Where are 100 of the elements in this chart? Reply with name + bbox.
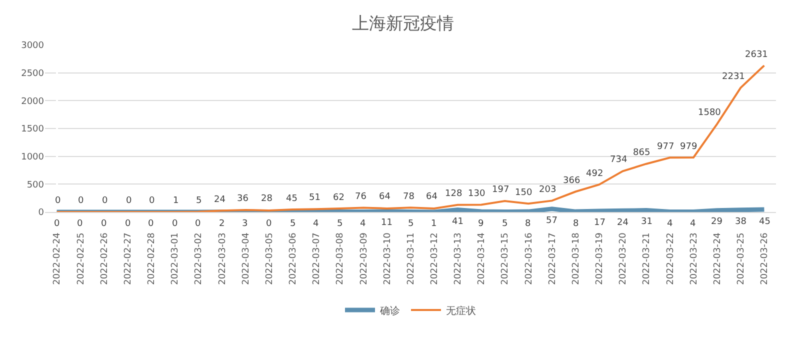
x-tick-label: 2022-02-28 [147, 232, 158, 285]
x-tick-label: 2022-03-15 [500, 232, 511, 285]
data-label: 128 [445, 189, 462, 199]
data-label: 17 [594, 218, 606, 228]
x-tick-label: 2022-03-21 [642, 232, 652, 285]
y-tick-label: 2000 [21, 96, 44, 107]
data-label: 5 [337, 219, 343, 229]
x-tick-label: 2022-03-09 [359, 232, 370, 285]
x-tick-label: 2022-03-24 [712, 232, 723, 285]
x-tick-label: 2022-03-20 [618, 232, 629, 285]
data-label: 62 [333, 193, 344, 203]
data-label: 203 [539, 185, 556, 195]
x-tick-label: 2022-03-12 [430, 232, 440, 285]
x-tick-label: 2022-02-26 [100, 232, 110, 285]
x-tick-label: 2022-03-25 [736, 232, 747, 285]
x-tick-label: 2022-03-19 [595, 232, 606, 285]
x-tick-label: 2022-03-02 [194, 232, 204, 285]
x-tick-label: 2022-02-25 [76, 232, 86, 285]
data-label: 366 [563, 176, 580, 186]
data-label: 57 [546, 216, 558, 226]
data-label: 11 [381, 218, 392, 228]
x-tick-label: 2022-02-24 [52, 232, 63, 285]
data-label: 1 [431, 219, 437, 229]
data-label: 9 [478, 219, 484, 229]
data-label: 5 [502, 219, 508, 229]
data-label: 130 [468, 189, 486, 199]
x-tick-label: 2022-03-16 [524, 232, 534, 285]
y-tick-label: 1000 [21, 152, 44, 162]
data-label: 31 [641, 217, 652, 227]
data-label: 51 [309, 193, 320, 203]
data-label: 979 [680, 142, 698, 152]
data-label: 29 [711, 217, 723, 227]
data-label: 28 [261, 194, 273, 204]
y-tick-label: 3000 [21, 41, 44, 52]
data-label: 0 [172, 219, 178, 229]
data-label: 36 [237, 194, 249, 204]
data-label: 0 [125, 219, 131, 229]
data-label: 0 [77, 219, 83, 229]
data-label: 492 [586, 169, 604, 179]
y-tick-label: 0 [38, 208, 44, 218]
x-tick-label: 2022-03-14 [477, 232, 488, 285]
data-label: 865 [633, 148, 650, 158]
data-label: 24 [617, 218, 629, 228]
data-label: 8 [573, 219, 579, 229]
data-label: 0 [101, 219, 107, 229]
data-label: 977 [657, 142, 674, 152]
x-tick-label: 2022-03-18 [571, 232, 582, 285]
data-label: 64 [379, 192, 391, 202]
x-tick-label: 2022-02-27 [123, 232, 134, 285]
x-tick-label: 2022-03-01 [170, 232, 181, 285]
x-tick-label: 2022-03-04 [241, 232, 252, 285]
y-tick-label: 500 [26, 180, 44, 190]
data-label: 150 [515, 188, 532, 198]
legend-label: 无症状 [446, 304, 476, 317]
legend-label: 确诊 [379, 304, 400, 317]
data-label: 76 [355, 192, 367, 202]
data-label: 38 [735, 217, 747, 227]
data-label: 41 [452, 217, 464, 227]
data-label: 24 [214, 195, 226, 205]
data-label: 0 [195, 219, 201, 229]
data-label: 4 [313, 219, 319, 229]
data-label: 0 [266, 219, 272, 229]
x-tick-label: 2022-03-10 [382, 232, 393, 285]
data-label: 0 [148, 219, 154, 229]
x-tick-label: 2022-03-06 [288, 232, 299, 285]
data-label: 197 [492, 185, 510, 195]
x-tick-label: 2022-03-26 [760, 232, 770, 285]
data-label: 5 [196, 196, 202, 206]
x-tick-label: 2022-03-03 [218, 232, 228, 285]
data-label: 4 [690, 219, 696, 229]
y-tick-label: 1500 [21, 124, 44, 135]
x-tick-label: 2022-03-07 [312, 232, 322, 285]
data-label: 0 [149, 196, 155, 206]
data-label: 64 [426, 192, 438, 202]
data-label: 1580 [698, 108, 722, 118]
data-label: 5 [408, 219, 414, 229]
line-series [56, 64, 766, 212]
data-label: 4 [667, 219, 673, 229]
data-label: 2 [219, 219, 225, 229]
data-label: 0 [102, 196, 108, 206]
x-tick-label: 2022-03-05 [264, 232, 275, 285]
data-label: 8 [525, 219, 531, 229]
data-label: 0 [78, 196, 84, 206]
data-label: 2631 [745, 50, 768, 60]
data-label: 4 [360, 219, 366, 229]
data-label: 1 [173, 196, 179, 206]
data-label: 0 [126, 196, 132, 206]
x-tick-label: 2022-03-22 [666, 232, 676, 285]
data-label: 2231 [722, 72, 745, 82]
x-tick-label: 2022-03-13 [454, 232, 464, 285]
y-tick-label: 2500 [21, 68, 44, 79]
x-tick-label: 2022-03-08 [336, 232, 346, 285]
data-label: 3 [242, 219, 248, 229]
chart-title: 上海新冠疫情 [352, 14, 454, 34]
data-label: 0 [54, 219, 60, 229]
x-tick-label: 2022-03-11 [406, 232, 416, 285]
data-label: 45 [286, 194, 298, 204]
x-tick-label: 2022-03-23 [689, 232, 700, 285]
x-tick-label: 2022-03-17 [548, 232, 558, 285]
data-label: 5 [290, 219, 296, 229]
